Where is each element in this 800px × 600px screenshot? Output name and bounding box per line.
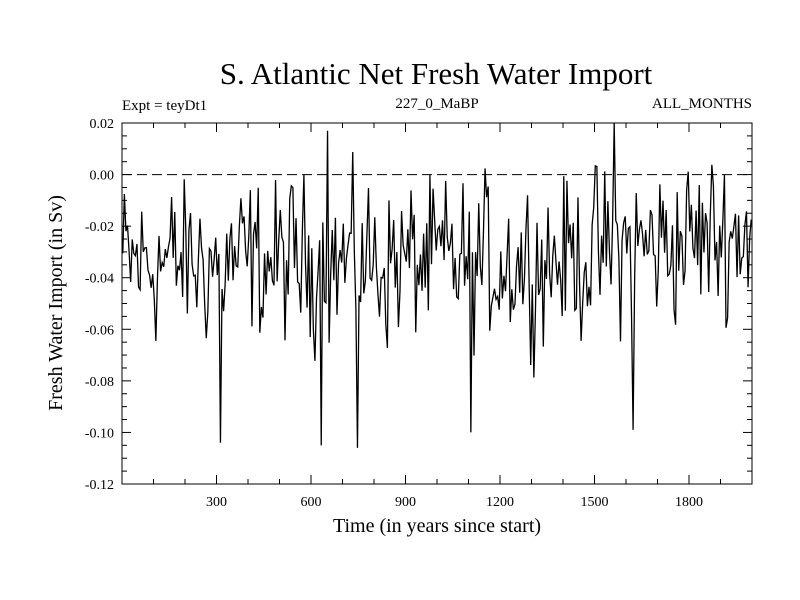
plot-frame — [121, 122, 753, 485]
y-axis-ticks: 0.02 0.00 -0.02 -0.04 -0.06 -0.08 -0.10 -0.12 — [85, 117, 752, 493]
subtitle-period: 227_0_MaBP — [395, 96, 478, 112]
chart-title: S. Atlantic Net Fresh Water Import — [220, 56, 653, 91]
y-tick-label: -0.04 — [85, 272, 114, 287]
y-tick-label: -0.08 — [85, 375, 114, 390]
y-axis-label: Fresh Water Import (in Sv) — [45, 195, 67, 411]
x-tick-label: 1800 — [675, 495, 703, 510]
y-tick-label: 0.02 — [90, 117, 115, 132]
x-tick-label: 1500 — [581, 495, 609, 510]
series-line — [122, 122, 752, 448]
x-tick-label: 900 — [395, 495, 416, 510]
x-tick-label: 600 — [301, 495, 322, 510]
x-axis-label: Time (in years since start) — [333, 515, 541, 537]
x-tick-label: 1200 — [486, 495, 514, 510]
y-tick-label: -0.10 — [85, 426, 114, 441]
y-tick-label: -0.12 — [85, 478, 114, 493]
subtitle-months: ALL_MONTHS — [652, 96, 752, 112]
x-axis-ticks: 300 600 900 1200 1500 1800 — [153, 123, 721, 510]
y-tick-label: -0.06 — [85, 323, 114, 338]
y-tick-label: 0.00 — [90, 169, 115, 184]
x-tick-label: 300 — [206, 495, 227, 510]
y-tick-label: -0.02 — [85, 220, 114, 235]
subtitle-experiment: Expt = teyDt1 — [122, 98, 207, 114]
